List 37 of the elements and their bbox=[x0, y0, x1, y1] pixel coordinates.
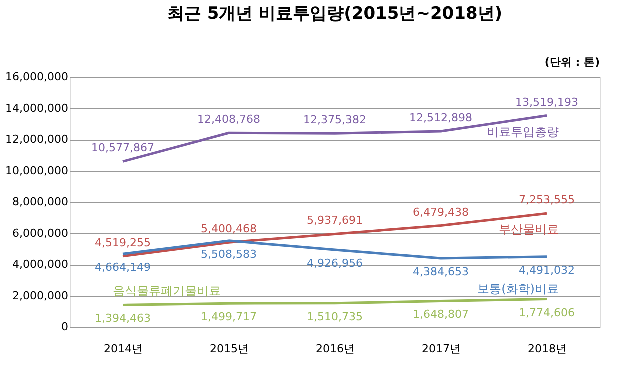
x-tick-label: 2015년 bbox=[210, 342, 249, 356]
series-label: 비료투입총량 bbox=[487, 124, 559, 139]
data-label: 1,499,717 bbox=[201, 310, 257, 324]
data-label: 1,774,606 bbox=[519, 306, 575, 320]
y-tick-label: 14,000,000 bbox=[6, 102, 68, 115]
y-tick-label: 12,000,000 bbox=[6, 133, 68, 146]
data-label: 5,508,583 bbox=[201, 248, 257, 261]
x-tick-label: 2018년 bbox=[528, 342, 567, 356]
chart-title: 최근 5개년 비료투입량(2015년~2018년) bbox=[167, 4, 503, 24]
y-tick-label: 6,000,000 bbox=[12, 226, 68, 240]
series-label: 음식물류폐기물비료 bbox=[113, 284, 221, 298]
data-label: 5,937,691 bbox=[307, 214, 363, 228]
data-label: 5,400,468 bbox=[201, 222, 257, 236]
x-tick-label: 2014년 bbox=[104, 342, 143, 356]
data-label: 13,519,193 bbox=[516, 96, 578, 109]
series-label: 부산물비료 bbox=[499, 222, 559, 237]
data-label: 6,479,438 bbox=[413, 206, 469, 219]
data-label: 10,577,867 bbox=[92, 142, 154, 155]
y-tick-label: 8,000,000 bbox=[12, 196, 68, 208]
data-label: 1,394,463 bbox=[95, 312, 151, 326]
y-tick-label: 4,000,000 bbox=[12, 258, 68, 271]
data-label: 1,648,807 bbox=[413, 308, 469, 322]
data-label: 12,512,898 bbox=[410, 111, 472, 124]
x-tick-label: 2017년 bbox=[422, 342, 461, 356]
data-label: 4,491,032 bbox=[519, 264, 575, 277]
y-tick-label: 10,000,000 bbox=[6, 164, 68, 178]
y-tick-label: 2,000,000 bbox=[12, 289, 68, 302]
data-label: 12,408,768 bbox=[198, 113, 260, 126]
data-label: 1,510,735 bbox=[307, 310, 363, 324]
data-label: 4,519,255 bbox=[95, 236, 151, 250]
data-label: 12,375,382 bbox=[304, 114, 366, 127]
y-tick-label: 16,000,000 bbox=[6, 70, 68, 84]
text: (단위 : 톤) bbox=[544, 56, 600, 69]
series-label: 보통(화학)비료 bbox=[478, 282, 559, 296]
y-tick-label: 0 bbox=[62, 320, 68, 334]
x-tick-label: 2016년 bbox=[316, 342, 355, 356]
data-label: 4,384,653 bbox=[413, 265, 469, 278]
